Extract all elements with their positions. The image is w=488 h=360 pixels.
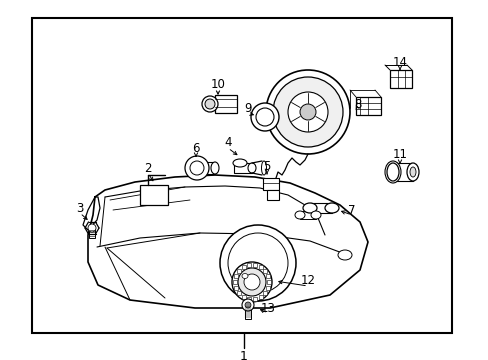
- Bar: [265, 274, 269, 278]
- Ellipse shape: [386, 163, 398, 181]
- Bar: [355, 97, 380, 115]
- Text: 7: 7: [347, 203, 355, 216]
- Text: 9: 9: [244, 102, 251, 114]
- Text: 10: 10: [210, 77, 225, 90]
- Bar: [241, 295, 245, 299]
- Bar: [215, 95, 237, 113]
- Bar: [309, 203, 331, 213]
- Text: 14: 14: [392, 55, 407, 68]
- Circle shape: [220, 225, 295, 301]
- Text: 1: 1: [240, 350, 247, 360]
- Bar: [252, 297, 256, 301]
- Circle shape: [184, 156, 208, 180]
- Circle shape: [265, 70, 349, 154]
- Ellipse shape: [310, 211, 320, 219]
- Ellipse shape: [406, 163, 418, 181]
- Bar: [252, 263, 256, 267]
- Bar: [246, 263, 250, 267]
- Circle shape: [299, 104, 315, 120]
- Ellipse shape: [242, 274, 247, 279]
- Text: 11: 11: [392, 148, 407, 162]
- Bar: [263, 269, 266, 273]
- Bar: [237, 269, 241, 273]
- Circle shape: [88, 224, 96, 232]
- Bar: [234, 274, 238, 278]
- Bar: [392, 163, 412, 181]
- Text: 12: 12: [300, 274, 315, 288]
- Text: 8: 8: [354, 99, 361, 112]
- Circle shape: [227, 233, 287, 293]
- Circle shape: [250, 103, 279, 131]
- Circle shape: [231, 262, 271, 302]
- Circle shape: [238, 268, 265, 296]
- Text: 4: 4: [224, 136, 231, 149]
- Bar: [389, 70, 411, 88]
- Circle shape: [244, 302, 250, 308]
- Circle shape: [242, 299, 253, 311]
- Bar: [246, 297, 250, 301]
- Circle shape: [202, 96, 218, 112]
- Ellipse shape: [261, 161, 266, 175]
- Bar: [258, 265, 262, 269]
- Bar: [299, 211, 315, 219]
- Bar: [263, 291, 266, 295]
- Ellipse shape: [384, 161, 400, 183]
- Bar: [140, 185, 168, 205]
- Bar: [197, 162, 215, 174]
- Bar: [266, 280, 270, 284]
- Bar: [258, 295, 262, 299]
- Ellipse shape: [247, 163, 256, 173]
- Bar: [89, 228, 95, 238]
- Circle shape: [272, 77, 342, 147]
- Bar: [241, 265, 245, 269]
- Text: 13: 13: [260, 302, 275, 315]
- Circle shape: [244, 274, 260, 290]
- Ellipse shape: [232, 159, 246, 167]
- Bar: [32, 18, 451, 333]
- Text: 3: 3: [76, 202, 83, 215]
- Bar: [265, 286, 269, 290]
- Bar: [234, 286, 238, 290]
- Circle shape: [204, 99, 215, 109]
- Bar: [266, 190, 279, 200]
- Ellipse shape: [294, 211, 305, 219]
- Ellipse shape: [409, 167, 415, 177]
- Circle shape: [287, 92, 327, 132]
- Ellipse shape: [303, 203, 316, 213]
- Text: 2: 2: [144, 162, 151, 175]
- Bar: [244, 305, 250, 319]
- Circle shape: [190, 161, 203, 175]
- Circle shape: [256, 108, 273, 126]
- Ellipse shape: [337, 250, 351, 260]
- Bar: [263, 178, 279, 190]
- Bar: [234, 163, 251, 173]
- Ellipse shape: [210, 162, 219, 174]
- Bar: [237, 291, 241, 295]
- Text: 6: 6: [192, 141, 199, 154]
- Ellipse shape: [325, 203, 338, 213]
- Bar: [232, 280, 237, 284]
- Text: 5: 5: [263, 159, 270, 172]
